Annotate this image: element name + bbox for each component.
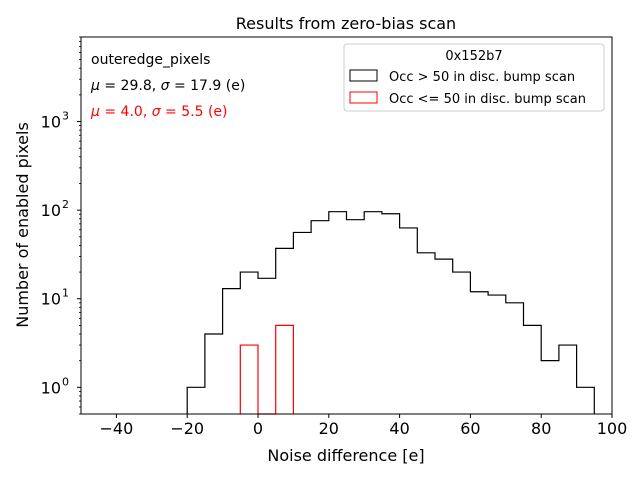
legend-box [343, 43, 605, 112]
histogram-bin-0-12 [400, 228, 418, 414]
x-tick-label: 80 [531, 419, 551, 438]
histogram-bin-0-4 [258, 278, 276, 414]
legend-title: 0x152b7 [445, 49, 502, 64]
histogram-bin-0-22 [577, 387, 595, 414]
series-occ-above-50-outline [186, 211, 595, 414]
histogram-bin-1-0 [240, 345, 258, 414]
stats-red-mu: μ [90, 104, 100, 120]
plot-frame [80, 36, 613, 415]
x-tick-label: 20 [319, 419, 339, 438]
histogram-bin-0-1 [205, 334, 223, 414]
histogram-bin-0-15 [453, 272, 471, 414]
legend: 0x152b7 Occ > 50 in disc. bump scan Occ … [343, 43, 605, 112]
histogram-bin-0-21 [559, 345, 577, 414]
histogram-bin-0-0 [187, 387, 205, 414]
histogram-bin-0-11 [382, 214, 400, 414]
histogram-bin-1-2 [276, 325, 294, 414]
y-tick-exponent: 1 [62, 287, 69, 300]
stats-black-mu: μ [90, 78, 100, 94]
stats-red-sigma: σ [152, 104, 162, 120]
histogram-bin-0-10 [364, 212, 382, 414]
y-tick-label: 10 [41, 378, 61, 397]
stats-black-sigma: σ [161, 78, 171, 94]
x-axis-label: Noise difference [e] [267, 446, 424, 465]
histogram-bin-0-6 [293, 232, 311, 414]
x-tick-label: 60 [460, 419, 480, 438]
histogram-bin-0-8 [329, 212, 347, 414]
y-tick-exponent: 3 [62, 110, 69, 123]
histogram-bin-0-16 [470, 292, 488, 414]
stats-black: μ = 29.8, σ = 17.9 (e) [90, 78, 245, 94]
y-tick-exponent: 2 [62, 198, 69, 211]
y-axis-label: Number of enabled pixels [13, 122, 32, 328]
stats-red-text1: = 4.0, [100, 104, 152, 120]
x-tick-label: 0 [253, 419, 263, 438]
histogram-bin-0-20 [541, 361, 559, 414]
x-tick-label: 40 [389, 419, 409, 438]
legend-label-black: Occ > 50 in disc. bump scan [389, 70, 575, 85]
histogram-bin-0-14 [435, 259, 453, 414]
histogram-bin-0-7 [311, 221, 329, 414]
histogram-bin-0-9 [347, 220, 365, 414]
x-tick-label: −40 [100, 419, 134, 438]
histogram-bin-0-18 [506, 303, 524, 414]
stats-black-text2: = 17.9 (e) [170, 78, 246, 94]
histogram-bin-0-17 [488, 295, 506, 414]
histogram-bin-0-13 [417, 253, 435, 414]
stats-red-text2: = 5.5 (e) [161, 104, 228, 120]
dataset-name: outeredge_pixels [91, 52, 210, 68]
x-tick-label: −20 [170, 419, 204, 438]
legend-swatch-red [349, 91, 378, 104]
legend-swatch-black [349, 69, 378, 82]
chart-title: Results from zero-bias scan [236, 14, 456, 33]
legend-label-red: Occ <= 50 in disc. bump scan [389, 92, 586, 107]
histogram-bin-0-19 [524, 325, 542, 414]
y-tick-label: 10 [41, 201, 61, 220]
stats-red: μ = 4.0, σ = 5.5 (e) [90, 104, 227, 120]
x-tick-label: 100 [597, 419, 628, 438]
y-tick-label: 10 [41, 113, 61, 132]
y-tick-label: 10 [41, 290, 61, 309]
histogram-bin-0-2 [223, 289, 241, 414]
stats-black-text1: = 29.8, [100, 78, 161, 94]
y-tick-exponent: 0 [62, 375, 69, 388]
